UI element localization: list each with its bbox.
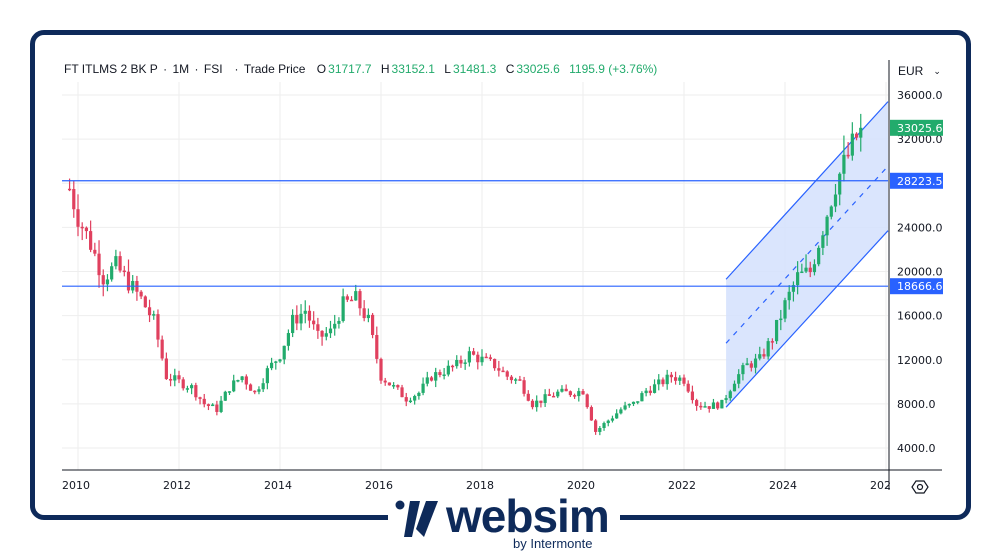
websim-logo: websim by Intermonte bbox=[388, 490, 620, 554]
svg-text:2018: 2018 bbox=[466, 479, 494, 492]
exchange: FSI bbox=[203, 62, 223, 76]
svg-text:12000.0: 12000.0 bbox=[897, 354, 943, 367]
svg-text:2010: 2010 bbox=[62, 479, 90, 492]
svg-text:202: 202 bbox=[870, 479, 891, 492]
svg-text:2012: 2012 bbox=[163, 479, 191, 492]
svg-text:20000.0: 20000.0 bbox=[897, 266, 943, 279]
websim-mark-icon bbox=[395, 500, 438, 537]
close-label: C bbox=[505, 62, 515, 76]
svg-text:18666.6: 18666.6 bbox=[897, 280, 943, 293]
svg-text:8000.0: 8000.0 bbox=[897, 398, 936, 411]
logo-subtitle: by Intermonte bbox=[513, 536, 593, 551]
svg-text:4000.0: 4000.0 bbox=[897, 442, 936, 455]
svg-text:2020: 2020 bbox=[567, 479, 595, 492]
svg-text:2022: 2022 bbox=[668, 479, 696, 492]
logo-text: websim bbox=[446, 490, 610, 542]
svg-text:36000.0: 36000.0 bbox=[897, 89, 943, 102]
currency-selector[interactable]: EUR ⌄ bbox=[892, 60, 944, 82]
low-label: L bbox=[444, 62, 451, 76]
svg-text:28223.5: 28223.5 bbox=[897, 175, 943, 188]
price-type: Trade Price bbox=[243, 62, 306, 76]
settings-hexagon-icon[interactable] bbox=[911, 478, 929, 496]
svg-text:24000.0: 24000.0 bbox=[897, 221, 943, 234]
low-value: 31481.3 bbox=[452, 62, 497, 76]
svg-text:33025.6: 33025.6 bbox=[897, 122, 943, 135]
svg-text:2024: 2024 bbox=[769, 479, 797, 492]
interval[interactable]: 1M bbox=[172, 62, 190, 76]
currency-label: EUR bbox=[898, 64, 924, 78]
svg-text:16000.0: 16000.0 bbox=[897, 310, 943, 323]
high-value: 33152.1 bbox=[391, 62, 435, 76]
close-value: 33025.6 bbox=[516, 62, 560, 76]
svg-text:2016: 2016 bbox=[365, 479, 393, 492]
open-label: O bbox=[316, 62, 327, 76]
symbol-name[interactable]: FT ITLMS 2 BK P bbox=[64, 62, 158, 76]
open-value: 31717.7 bbox=[328, 62, 372, 76]
chart-legend: FT ITLMS 2 BK P · 1M · FSI · Trade Price… bbox=[64, 62, 658, 76]
svg-text:2014: 2014 bbox=[264, 479, 292, 492]
high-label: H bbox=[380, 62, 390, 76]
svg-text:32000.0: 32000.0 bbox=[897, 133, 943, 146]
change-value: 1195.9 (+3.76%) bbox=[569, 62, 658, 76]
chevron-down-icon: ⌄ bbox=[933, 65, 941, 76]
